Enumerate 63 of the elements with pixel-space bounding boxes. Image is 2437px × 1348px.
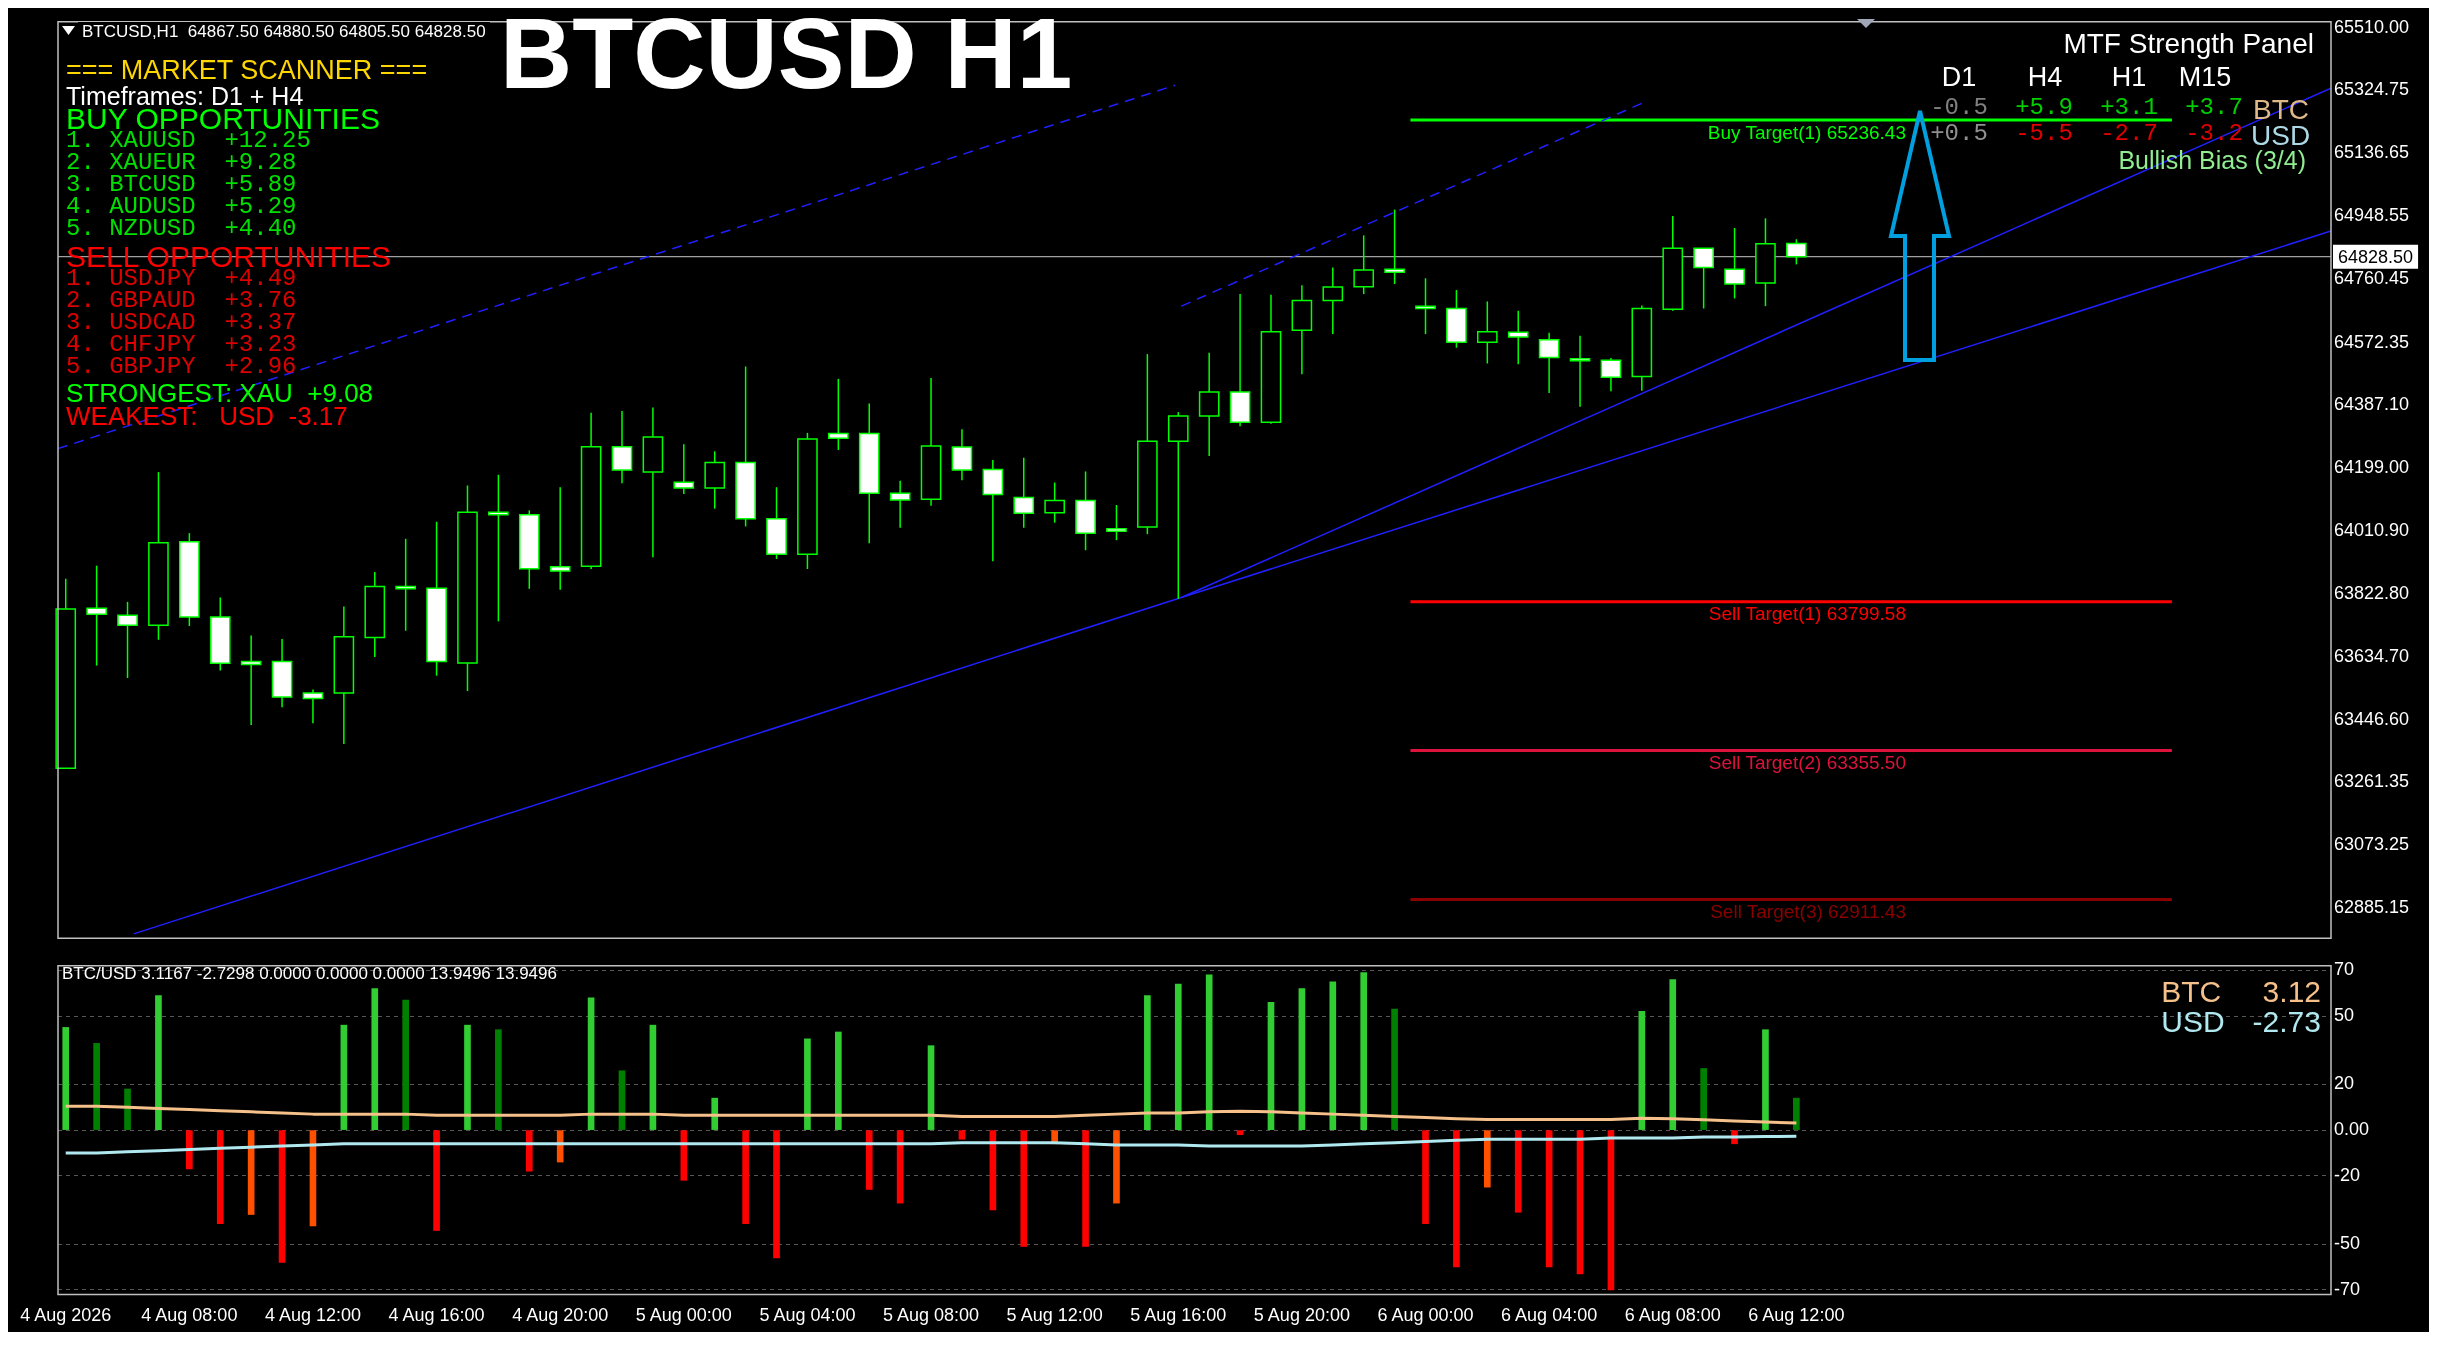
annotation: +0.5 [1930, 120, 1988, 147]
y-tick-label: 65510.00 [2334, 17, 2410, 38]
x-tick-label: 6 Aug 12:00 [1748, 1305, 1845, 1326]
x-tick-label: 6 Aug 08:00 [1624, 1305, 1721, 1326]
y-tick-label: 65324.75 [2334, 79, 2410, 100]
x-tick-label: 5 Aug 12:00 [1006, 1305, 1103, 1326]
y-tick-label: 64948.55 [2334, 205, 2410, 226]
y-tick-label: 63822.80 [2334, 582, 2410, 603]
x-tick-label: 4 Aug 12:00 [264, 1305, 362, 1326]
annotation: MTF Strength Panel [2063, 28, 2314, 59]
annotation: H1 [2111, 62, 2147, 92]
ref-line-label: Buy Target(1) 65236.43 [1707, 121, 1906, 143]
annotation: +3.7 [2185, 94, 2243, 121]
y-tick-label: 65136.65 [2334, 142, 2410, 163]
annotation: D1 [1941, 62, 1977, 92]
x-tick-label: 6 Aug 00:00 [1377, 1305, 1474, 1326]
x-tick-label: 6 Aug 04:00 [1501, 1305, 1598, 1326]
x-tick-label: 5 Aug 16:00 [1130, 1305, 1227, 1326]
y-tick-label: 63446.60 [2334, 709, 2410, 730]
x-tick-label: 4 Aug 2026 [20, 1305, 112, 1326]
y-tick-label: 64199.00 [2334, 456, 2410, 477]
y-tick-label: -20 [2334, 1164, 2361, 1185]
y-tick-label: 63261.35 [2334, 771, 2410, 792]
chart-subtitle: BTCUSD,H1 64867.50 64880.50 64805.50 64828.50 [78, 22, 490, 42]
y-tick-label: 64010.90 [2334, 519, 2410, 540]
y-tick-label: 50 [2334, 1004, 2355, 1025]
annotation: +5.9 [2015, 94, 2073, 121]
annotation: -5.5 [2015, 120, 2073, 147]
y-tick-label: 20 [2334, 1073, 2355, 1094]
text: USD [2161, 1005, 2225, 1038]
annotation: H4 [2027, 62, 2063, 92]
y-tick-label: 64572.35 [2334, 331, 2410, 352]
y-tick-label: 62885.15 [2334, 897, 2410, 918]
x-tick-label: 5 Aug 08:00 [883, 1305, 980, 1326]
annotation: -2.7 [2100, 120, 2158, 147]
ref-line-label: Sell Target(2) 63355.50 [1708, 752, 1906, 774]
chart-title: BTC/USD 3.1167 -2.7298 0.0000 0.0000 0.0000 13.9496 13.9496 [62, 964, 557, 984]
x-tick-label: 4 Aug 08:00 [141, 1305, 238, 1326]
y-tick-label: 64387.10 [2334, 393, 2410, 414]
x-tick-label: 5 Aug 04:00 [759, 1305, 856, 1326]
x-tick-label: 4 Aug 20:00 [512, 1305, 609, 1326]
y-tick-label: 63073.25 [2334, 834, 2410, 855]
ref-line-label: Sell Target(1) 63799.58 [1708, 603, 1906, 625]
y-tick-label: -50 [2334, 1233, 2361, 1254]
annotation: +3.1 [2100, 94, 2158, 121]
y-tick-label: 64760.45 [2334, 268, 2410, 289]
chart-title: BTCUSD H1 [500, 0, 1073, 111]
annotation: -2.73 [2252, 1005, 2321, 1038]
x-tick-label: 4 Aug 16:00 [388, 1305, 485, 1326]
y-tick-label: 0.00 [2334, 1119, 2370, 1140]
annotation: -0.5 [1930, 94, 1988, 121]
text: BTC [2161, 975, 2223, 1008]
annotation: M15 [2178, 62, 2232, 92]
x-tick-label: 5 Aug 00:00 [635, 1305, 732, 1326]
x-tick-label: 5 Aug 20:00 [1253, 1305, 1350, 1326]
annotation: === MARKET SCANNER === [66, 55, 428, 85]
annotation: USD [2251, 120, 2311, 151]
ref-line-label: Sell Target(3) 62911.43 [1710, 901, 1906, 923]
annotation: 3.12 [2261, 975, 2321, 1008]
y-tick-label: 63634.70 [2334, 645, 2410, 666]
y-tick-label: -70 [2334, 1278, 2361, 1299]
text: 64828.50 [2338, 246, 2414, 267]
y-tick-label: 70 [2334, 959, 2355, 980]
